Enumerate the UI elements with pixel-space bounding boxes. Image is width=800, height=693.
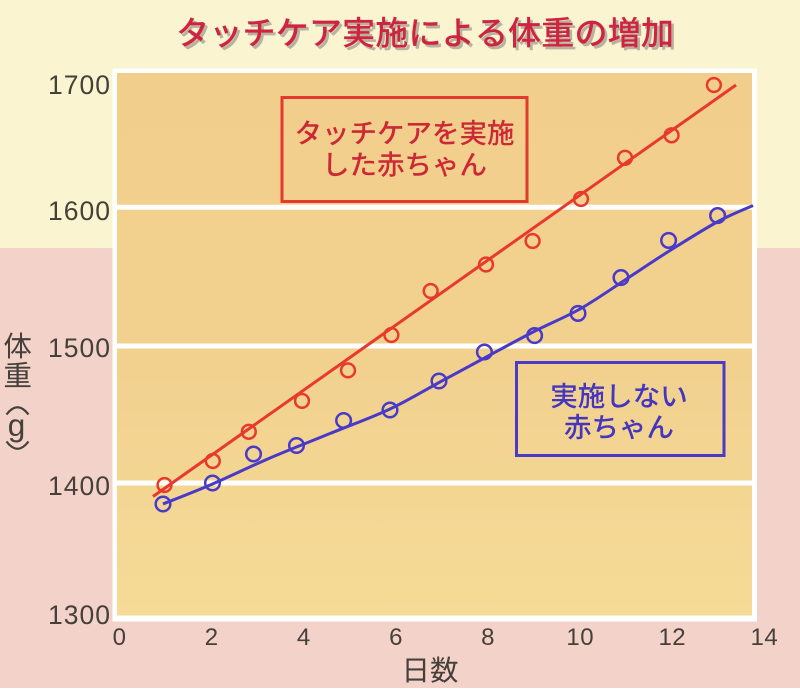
svg-text:10: 10 <box>566 624 594 651</box>
svg-text:1500: 1500 <box>48 333 111 363</box>
svg-text:4: 4 <box>297 624 311 651</box>
svg-text:1300: 1300 <box>48 600 111 630</box>
svg-text:12: 12 <box>658 624 686 651</box>
svg-text:14: 14 <box>751 624 779 651</box>
svg-text:1400: 1400 <box>48 471 111 501</box>
svg-text:g: g <box>8 407 26 443</box>
svg-text:2: 2 <box>205 624 219 651</box>
svg-text:6: 6 <box>389 624 403 651</box>
svg-text:1600: 1600 <box>48 196 111 226</box>
svg-text:0: 0 <box>113 624 127 651</box>
svg-text:1700: 1700 <box>48 70 111 100</box>
svg-text:8: 8 <box>481 624 495 651</box>
